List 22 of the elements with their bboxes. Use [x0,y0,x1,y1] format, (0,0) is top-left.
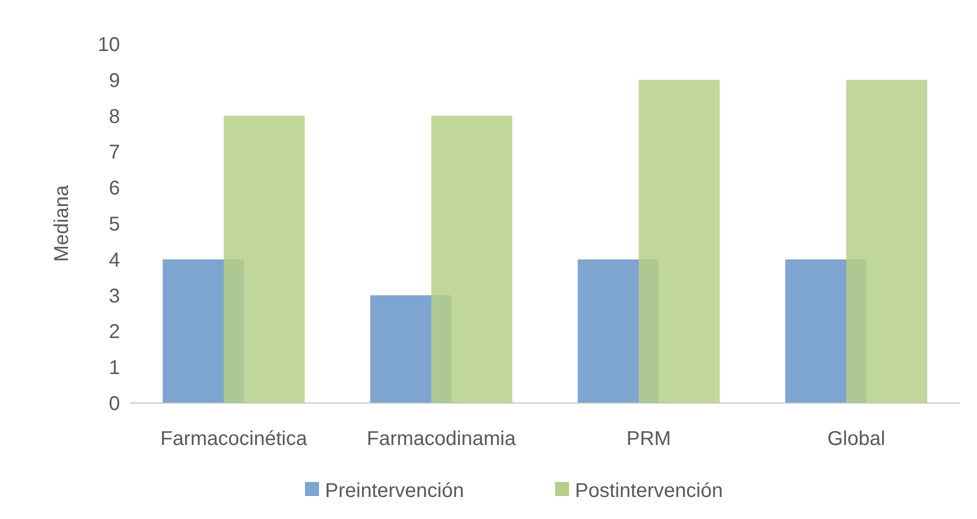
y-tick-label: 4 [108,249,120,272]
x-tick-label: PRM [626,428,671,450]
y-tick-label: 10 [98,34,120,56]
legend-label: Postintervención [575,480,723,502]
y-tick-label: 9 [108,70,120,92]
bar [638,80,720,403]
x-tick-label: Global [827,428,886,450]
x-tick-label: Farmacodinamia [366,428,517,450]
y-tick-label: 8 [108,106,120,128]
y-tick-label: 3 [108,285,120,308]
y-axis-title: Mediana [51,184,73,262]
y-tick-label: 5 [108,214,120,236]
y-tick-label: 7 [108,142,120,164]
legend-label: Preintervención [325,480,464,502]
y-tick-label: 6 [108,178,120,200]
bar [846,80,928,403]
x-tick-label: Farmacocinética [160,428,308,450]
y-tick-label: 0 [108,393,120,415]
bar [224,116,305,403]
y-tick-label: 1 [108,357,120,380]
y-tick-label: 2 [108,321,120,344]
bar [431,116,512,403]
